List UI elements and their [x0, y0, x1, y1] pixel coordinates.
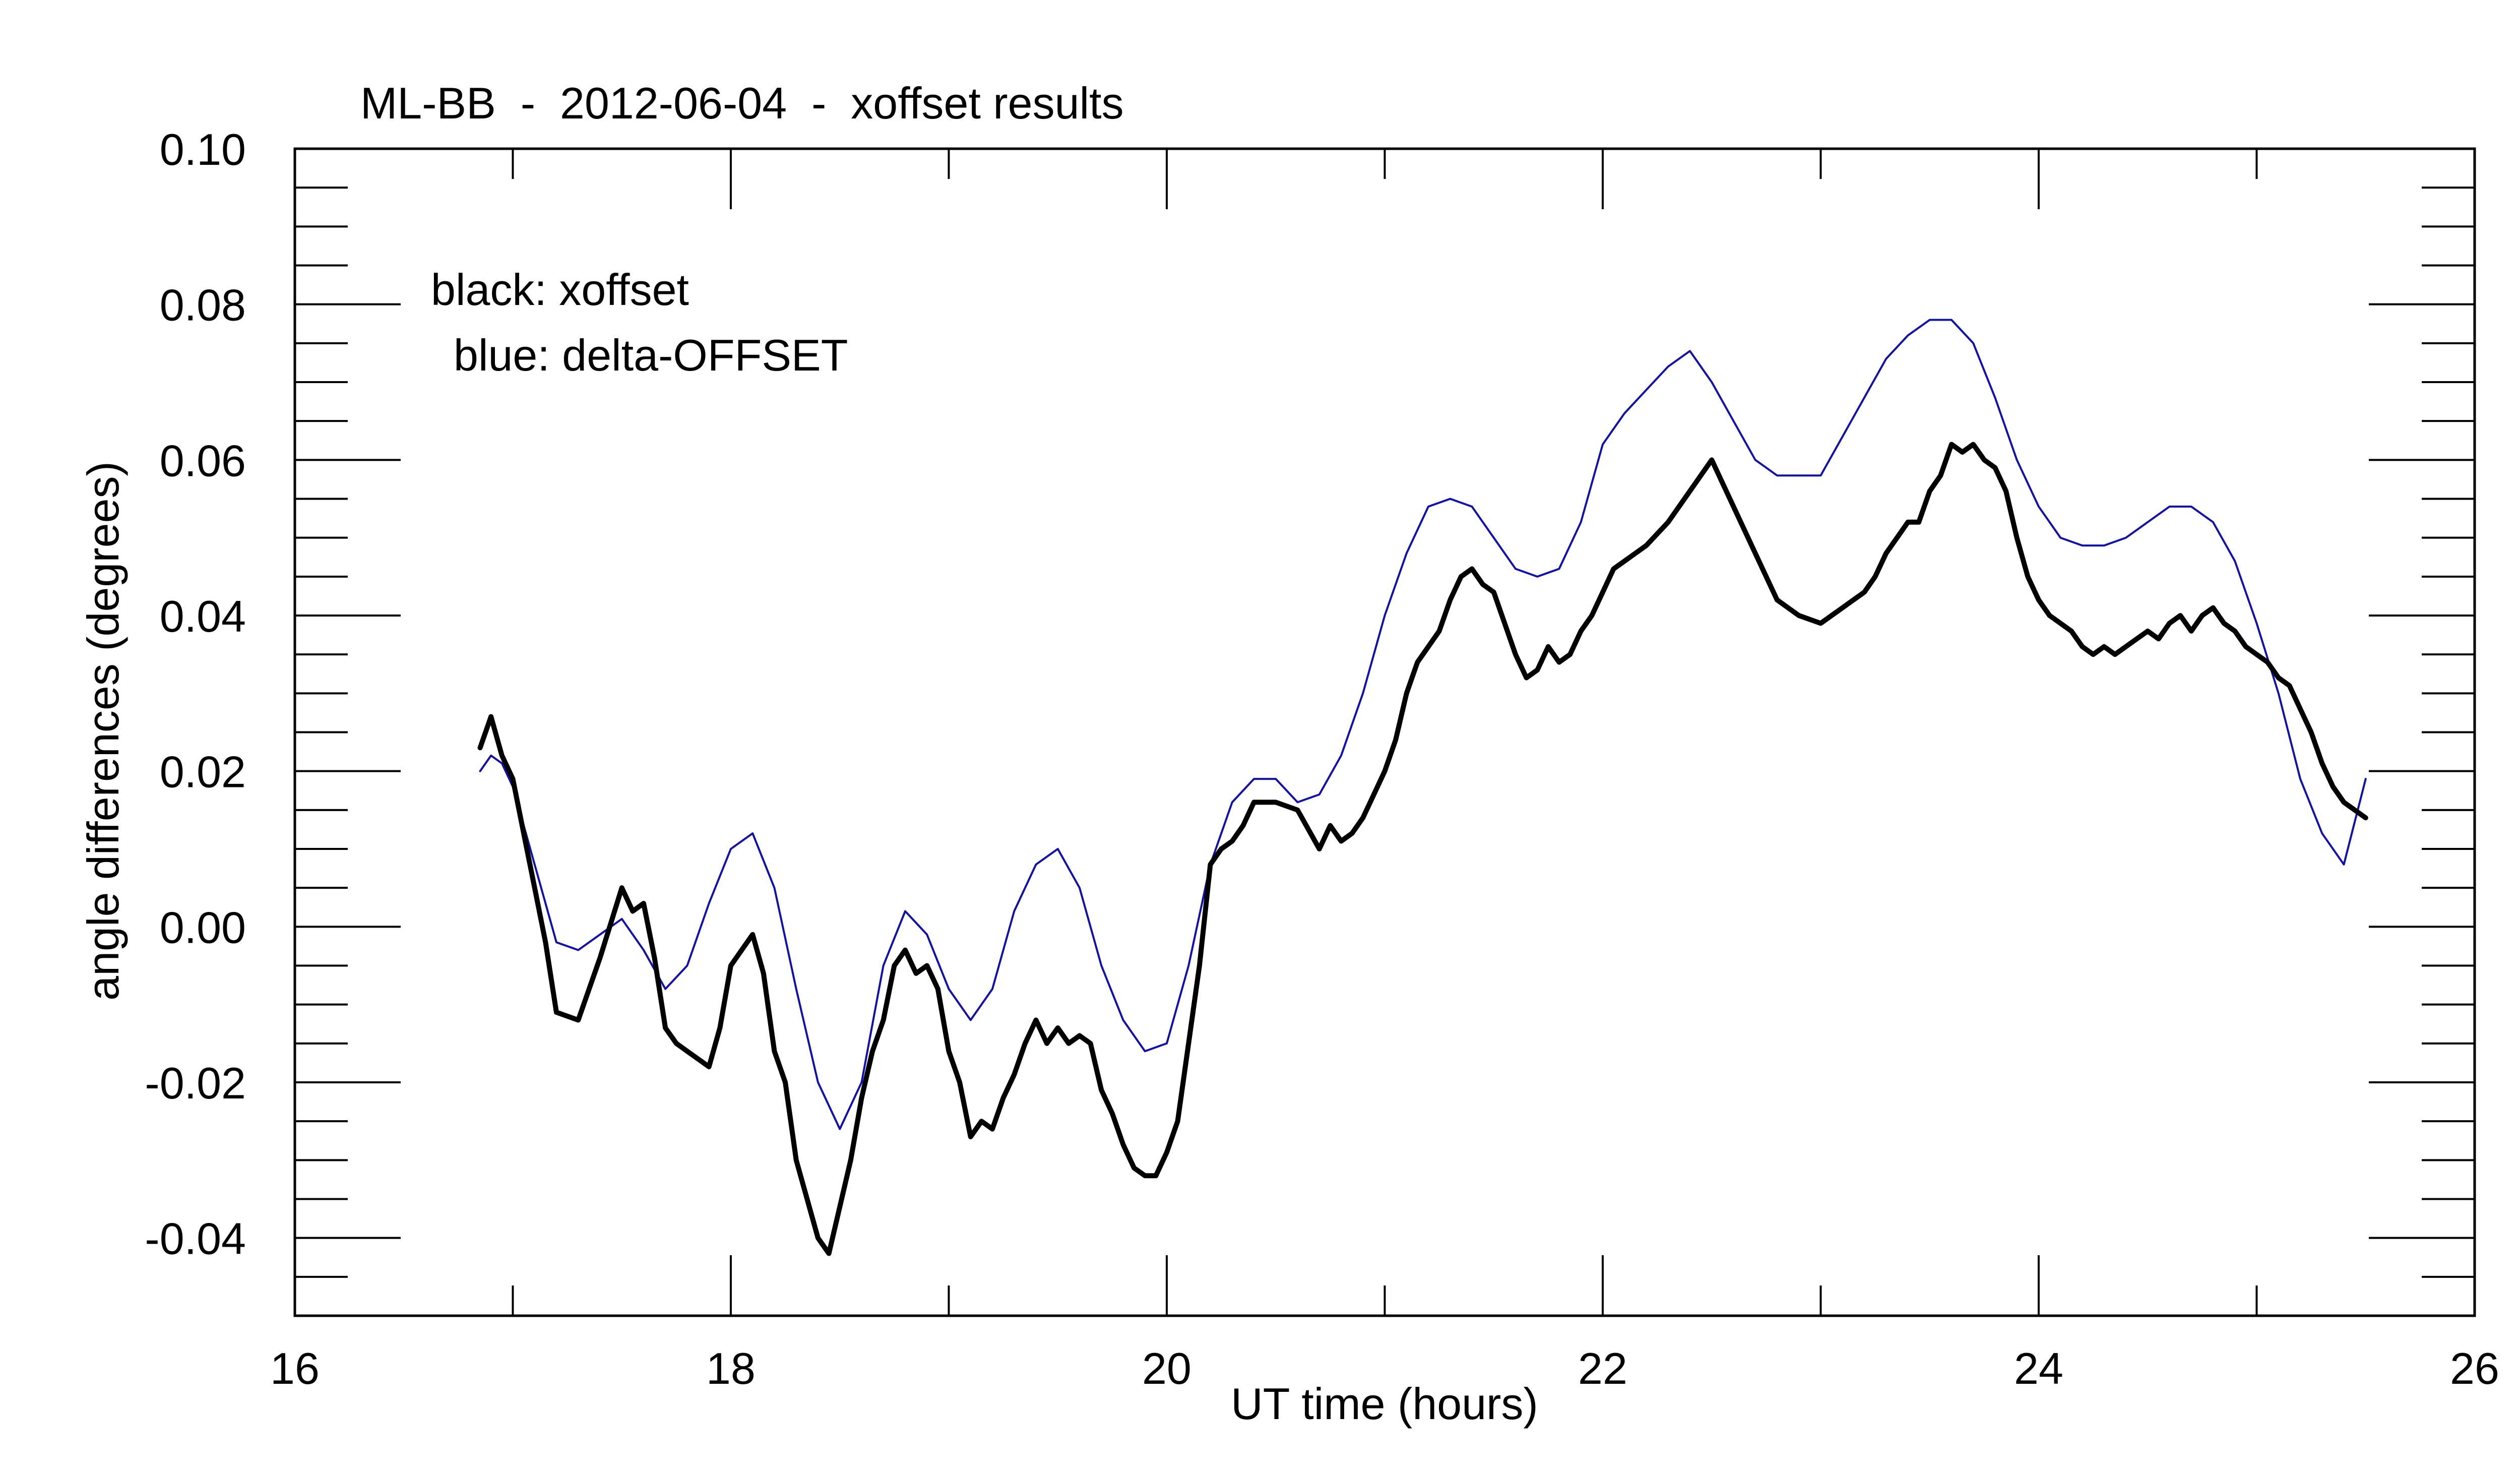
y-tick-label: 0.10 — [160, 125, 246, 174]
y-tick-label: 0.00 — [160, 902, 246, 952]
chart-title: ML-BB - 2012-06-04 - xoffset results — [360, 78, 1124, 128]
x-tick-label: 18 — [706, 1343, 755, 1393]
y-tick-label: 0.04 — [160, 591, 246, 641]
x-tick-label: 26 — [2450, 1343, 2499, 1393]
axis-ticks — [294, 148, 2476, 1317]
x-tick-label: 24 — [2014, 1343, 2063, 1393]
x-tick-label: 22 — [1578, 1343, 1627, 1393]
y-tick-label: -0.02 — [145, 1058, 246, 1108]
legend-line-black: black: xoffset — [431, 265, 689, 315]
y-tick-label: -0.04 — [145, 1214, 246, 1264]
x-tick-label: 20 — [1142, 1343, 1191, 1393]
y-tick-label: 0.02 — [160, 747, 246, 797]
axis-tick-labels: 16 18 20 22 24 26 0.10 0.08 0.06 0.04 0.02 0.00 -0.0… — [145, 125, 2499, 1393]
x-axis-title: UT time (hours) — [1231, 1379, 1538, 1429]
plot-frame — [293, 147, 2476, 1317]
legend-line-blue: blue: delta-OFFSET — [454, 330, 848, 380]
x-tick-label: 16 — [270, 1343, 320, 1393]
series-lines — [477, 319, 2368, 1256]
series-line-xoffset — [477, 442, 2368, 1256]
y-tick-label: 0.08 — [160, 280, 246, 330]
series-line-delta-offset — [479, 319, 2367, 1130]
y-tick-label: 0.06 — [160, 436, 246, 485]
y-axis-title: angle differences (degrees) — [78, 461, 128, 1001]
